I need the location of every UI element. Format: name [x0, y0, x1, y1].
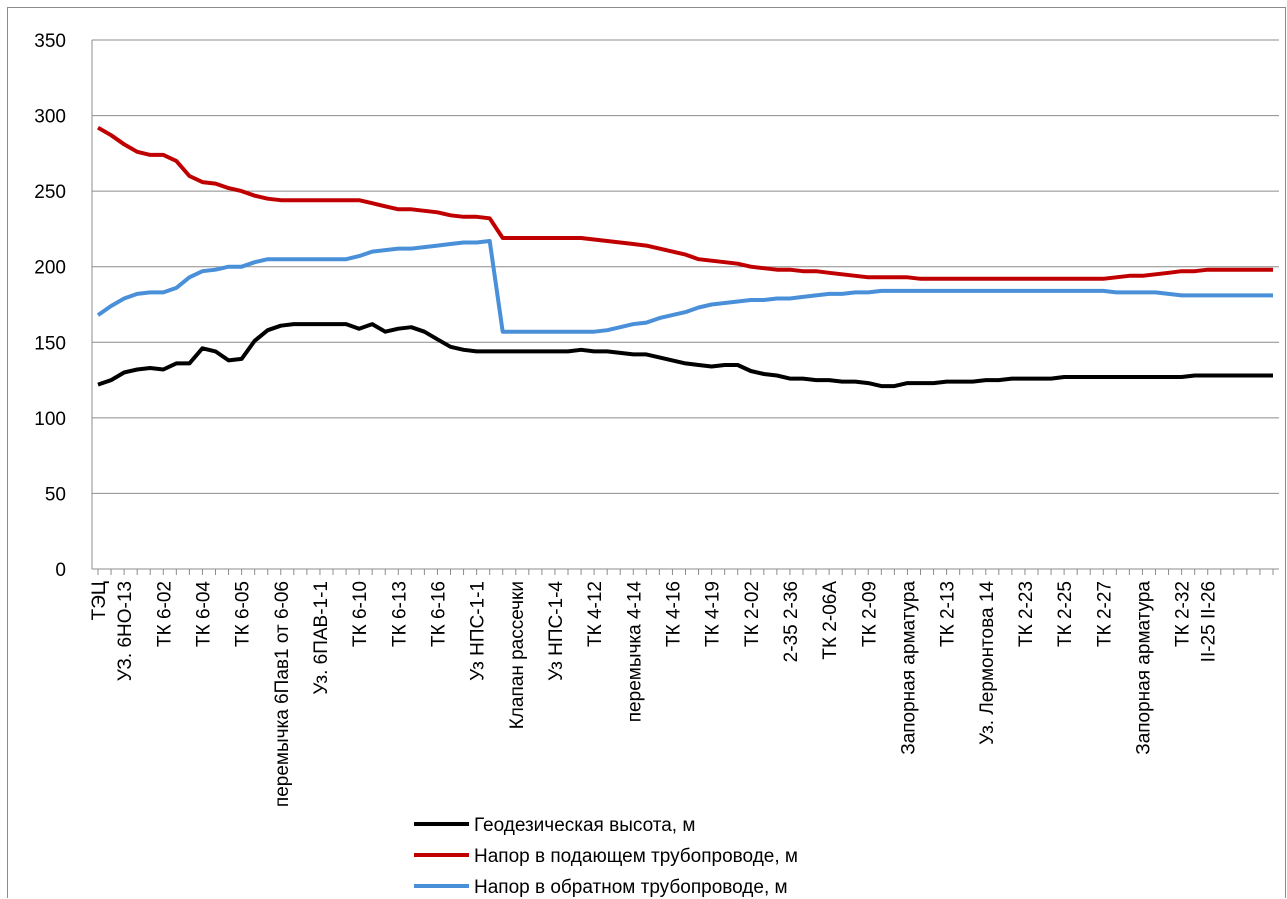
x-tick-label: Запорная арматура [1133, 581, 1154, 755]
x-tick-label: ТК 2-23 [1016, 581, 1037, 647]
x-tick-label: ТК 6-05 [233, 581, 254, 647]
y-tick-label: 100 [34, 409, 66, 430]
x-tick-label: Запорная арматура [898, 581, 919, 755]
x-tick-label: перемычка 6Пав1 от 6-06 [272, 581, 293, 807]
series-line-2 [97, 125, 1273, 281]
chart-frame [7, 7, 1286, 898]
series-lines [96, 125, 1273, 389]
x-tick-label: ТК 2-25 [1055, 581, 1076, 647]
x-axis: ТЭЦ УЗ. 6НО-13 ТК 6-02 ТК 6-04 ТК 6-05 перемы… [89, 569, 1274, 807]
x-tick-label: Уз. Лермонтова 14 [977, 581, 998, 745]
x-tick-label: Уз НПС-1-1 [468, 581, 489, 681]
y-tick-label: 350 [34, 31, 66, 52]
x-tick-label: ТК 6-02 [154, 581, 175, 647]
series-line-1 [97, 322, 1273, 389]
x-tick-label: перемычка 4-14 [624, 581, 645, 723]
y-tick-label: 200 [34, 258, 66, 279]
legend-label-3: Напор в обратном трубопроводе, м [474, 877, 788, 898]
x-tick-label: ТК 4-19 [703, 581, 724, 647]
x-tick-label: ТК 2-32 [1173, 581, 1194, 647]
x-tick-label: Уз. 6ПАВ-1-1 [311, 581, 332, 695]
y-tick-label: 150 [34, 333, 66, 354]
x-tick-label: II-25 II-26 [1199, 581, 1220, 662]
x-tick-label: ТК 6-04 [193, 581, 214, 647]
x-tick-label: 2-35 2-36 [781, 581, 802, 662]
x-tick-label: ТК 2-13 [938, 581, 959, 647]
gridlines [92, 39, 1279, 570]
x-tick-label: Клапан рассечки [507, 581, 528, 729]
x-tick-label: ТК 6-10 [350, 581, 371, 647]
y-axis: 0 50 100 150 200 250 300 350 [34, 31, 93, 581]
y-tick-label: 300 [34, 107, 66, 128]
x-tick-label: ТК 2-06А [820, 581, 841, 660]
x-tick-label: ТК 6-16 [428, 581, 449, 647]
x-tick-label: ТК 6-13 [389, 581, 410, 647]
x-tick-label: ТК 4-16 [663, 581, 684, 647]
x-tick-label: ТК 4-12 [585, 581, 606, 647]
x-tick-label: ТК 2-09 [859, 581, 880, 647]
legend-label-2: Напор в подающем трубопроводе, м [474, 846, 798, 867]
legend-label-1: Геодезическая высота, м [474, 815, 695, 836]
x-tick-label: ТК 2-02 [742, 581, 763, 647]
series-line-3 [96, 239, 1273, 334]
x-tick-label: Уз НПС-1-4 [546, 581, 567, 681]
y-tick-label: 0 [55, 560, 66, 581]
legend: Геодезическая высота, м Напор в подающем … [414, 815, 798, 898]
x-tick-label: УЗ. 6НО-13 [115, 581, 136, 681]
x-tick-label: ТК 2-27 [1094, 581, 1115, 647]
y-tick-label: 50 [45, 484, 66, 505]
x-tick-label: ТЭЦ [89, 581, 110, 620]
y-tick-label: 250 [34, 182, 66, 203]
